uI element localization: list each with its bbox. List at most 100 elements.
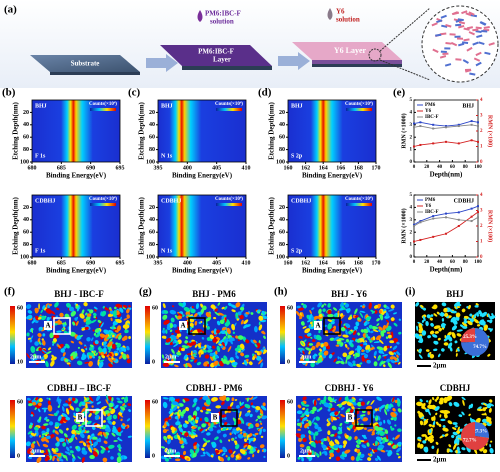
speckle: [194, 321, 198, 326]
scale-bar: [299, 361, 315, 363]
speckle: [457, 438, 460, 446]
y-axis-label: Etching Depth(nm): [138, 196, 146, 254]
speckle: [77, 430, 82, 434]
speckle: [392, 345, 398, 350]
speckle: [247, 445, 252, 449]
speckle: [456, 333, 462, 337]
speckle: [84, 361, 90, 364]
speckle: [437, 337, 441, 341]
speckle: [296, 305, 301, 309]
speckle: [71, 454, 75, 459]
speckle: [257, 415, 261, 420]
speckle: [476, 312, 479, 317]
x-tick-label: 0: [413, 260, 416, 265]
speckle: [42, 305, 46, 310]
speckle: [252, 454, 255, 458]
speckle: [75, 436, 78, 440]
speckle: [184, 432, 189, 437]
speckle: [240, 348, 246, 354]
speckle: [114, 404, 119, 410]
speckle: [322, 308, 326, 312]
x-tick-label: 164: [319, 165, 328, 171]
speckle: [363, 440, 369, 444]
molecule: [481, 30, 488, 33]
speckle: [86, 337, 91, 342]
speckle: [46, 316, 50, 322]
marker-bg: [44, 321, 52, 330]
speckle: [126, 354, 130, 359]
speckle: [312, 406, 317, 412]
speckle: [172, 323, 177, 328]
speckle: [451, 434, 455, 439]
speckle: [121, 337, 126, 342]
speckle: [249, 450, 254, 454]
x-tick-label: 170: [372, 260, 381, 266]
molecule: [444, 63, 452, 67]
droplet: [327, 8, 333, 20]
speckle: [254, 354, 257, 359]
speckle: [123, 318, 128, 321]
speckle: [425, 321, 429, 327]
speckle: [261, 331, 266, 335]
speckle: [367, 453, 372, 456]
legend-label: IBC-F: [425, 115, 439, 120]
point: [445, 216, 447, 219]
speckle: [344, 303, 350, 308]
speckle: [43, 353, 48, 360]
speckle: [374, 425, 380, 431]
speckle: [162, 303, 166, 309]
speckle: [448, 444, 452, 448]
speckle: [112, 310, 117, 317]
y-tick-label: 80: [23, 242, 29, 248]
speckle: [102, 431, 107, 437]
x-tick-label: 60: [450, 165, 456, 170]
speckle: [318, 329, 321, 334]
x-tick-label: 80: [463, 260, 469, 265]
speckle: [89, 309, 94, 314]
speckle: [422, 315, 426, 322]
speckle: [435, 441, 439, 445]
speckle: [229, 357, 234, 361]
speckle: [201, 423, 206, 428]
speckle: [341, 400, 348, 406]
speckle: [76, 360, 83, 366]
speckle: [363, 427, 367, 430]
speckle: [310, 336, 313, 339]
speckle: [109, 310, 114, 315]
speckle: [357, 332, 361, 336]
molecule: [440, 32, 447, 36]
speckle: [111, 432, 116, 437]
arrow: [278, 52, 310, 70]
speckle: [367, 457, 372, 461]
x-axis-label: Depth(nm): [430, 266, 463, 274]
speckle: [170, 436, 173, 441]
speckle: [222, 342, 225, 347]
speckle: [333, 336, 340, 341]
speckle: [367, 338, 373, 343]
speckle: [328, 354, 333, 359]
speckle: [382, 364, 386, 368]
speckle: [245, 312, 250, 315]
speckle: [46, 350, 52, 355]
colorbar: [280, 306, 285, 364]
map-title: CDBHJ – IBC-F: [47, 383, 112, 393]
sample-label: BHJ: [35, 103, 47, 109]
molecule: [458, 42, 465, 47]
point: [470, 220, 473, 223]
speckle: [98, 355, 101, 360]
speckle: [117, 452, 122, 457]
speckle: [116, 325, 122, 332]
speckle: [238, 411, 242, 418]
speckle: [462, 399, 465, 406]
speckle: [366, 321, 370, 325]
speckle: [301, 420, 305, 425]
speckle: [335, 360, 341, 364]
speckle: [477, 408, 484, 412]
scale-bar: [29, 361, 45, 363]
y-tick-label: 0: [410, 255, 413, 260]
speckle: [396, 351, 401, 356]
molecule: [464, 68, 472, 72]
point: [419, 220, 422, 223]
point: [445, 232, 447, 235]
point: [445, 140, 447, 143]
